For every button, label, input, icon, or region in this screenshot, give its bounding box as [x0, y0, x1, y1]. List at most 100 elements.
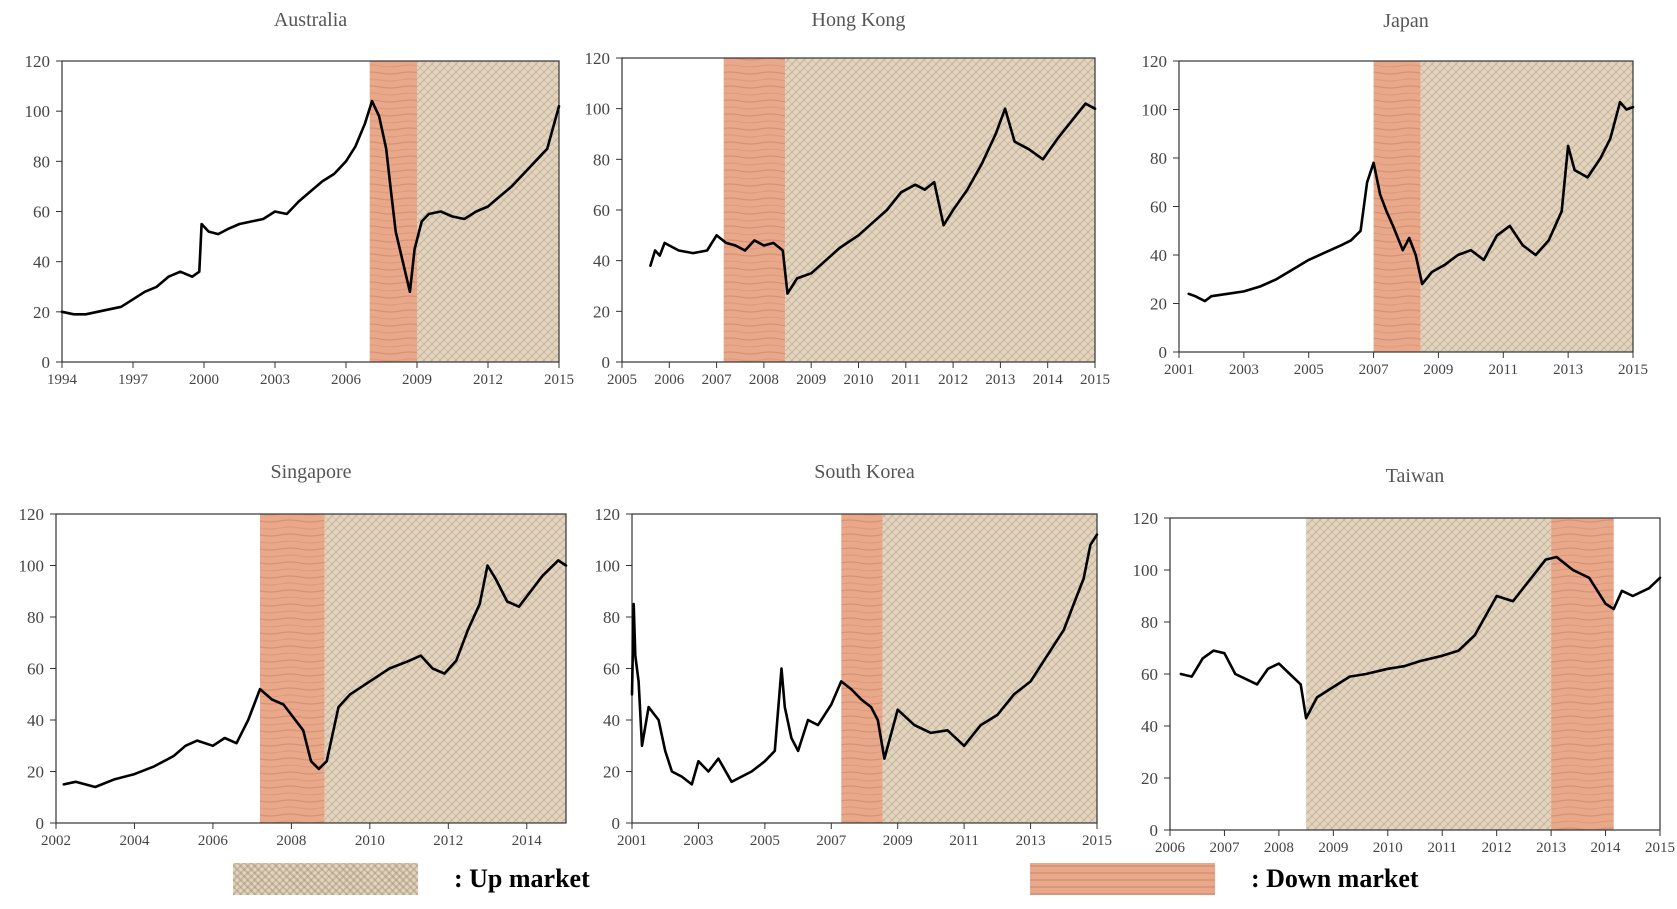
x-tick-label: 2006: [654, 372, 685, 388]
chart-title: Hong Kong: [812, 9, 906, 31]
y-tick-label: 100: [585, 100, 611, 119]
series-line: [62, 559, 568, 789]
x-tick-label: 2009: [883, 833, 913, 849]
up-market-region: [882, 514, 1097, 823]
down-market-region: [841, 514, 883, 823]
down-market-swatch: [1030, 863, 1215, 895]
y-tick-label: 120: [19, 505, 45, 524]
y-tick-label: 100: [595, 557, 621, 576]
y-tick-label: 40: [1141, 717, 1158, 736]
y-tick-label: 120: [1142, 52, 1168, 71]
y-tick-label: 80: [593, 150, 610, 169]
x-tick-label: 2008: [749, 372, 779, 388]
x-tick-label: 2010: [355, 833, 385, 849]
x-tick-label: 2009: [796, 372, 826, 388]
up-market-region: [324, 514, 566, 823]
x-tick-label: 2014: [1033, 372, 1064, 388]
x-tick-label: 2005: [1294, 362, 1324, 378]
y-tick-label: 40: [603, 711, 620, 730]
down-market-region: [1373, 61, 1421, 352]
x-tick-label: 2004: [119, 833, 150, 849]
y-tick-label: 0: [1150, 821, 1159, 840]
y-tick-label: 20: [593, 302, 610, 321]
x-tick-label: 2014: [1591, 840, 1622, 856]
x-tick-label: 2008: [276, 833, 306, 849]
y-tick-label: 120: [25, 52, 51, 71]
x-tick-label: 2015: [1645, 840, 1675, 856]
y-tick-label: 20: [1141, 769, 1158, 788]
x-tick-label: 2007: [1359, 362, 1390, 378]
y-tick-label: 80: [1141, 613, 1158, 632]
series-line: [1187, 100, 1635, 303]
x-tick-label: 2013: [1553, 362, 1583, 378]
y-tick-label: 120: [585, 49, 611, 68]
x-tick-label: 2015: [1618, 362, 1648, 378]
x-tick-label: 2012: [433, 833, 463, 849]
x-tick-label: 2013: [1536, 840, 1566, 856]
x-tick-label: 2011: [1489, 362, 1518, 378]
x-tick-label: 2009: [402, 372, 432, 388]
x-tick-label: 2002: [41, 833, 71, 849]
y-tick-label: 40: [593, 252, 610, 271]
series-line: [630, 533, 1099, 786]
x-tick-label: 2012: [938, 372, 968, 388]
x-tick-label: 2009: [1318, 840, 1348, 856]
y-tick-label: 60: [33, 203, 50, 222]
x-tick-label: 2013: [1016, 833, 1046, 849]
x-tick-label: 2015: [544, 372, 574, 388]
y-tick-label: 60: [603, 660, 620, 679]
series-line: [1179, 555, 1662, 720]
y-tick-label: 0: [36, 814, 45, 833]
down-market-region: [723, 58, 786, 362]
x-tick-label: 2001: [617, 833, 647, 849]
x-tick-label: 2011: [891, 372, 920, 388]
x-tick-label: 2010: [1373, 840, 1403, 856]
legend-down-market: : Down market: [1030, 862, 1419, 896]
down-market-region: [260, 514, 325, 823]
up-market-swatch: [233, 863, 418, 895]
x-tick-label: 2006: [1155, 840, 1186, 856]
x-tick-label: 2007: [1209, 840, 1240, 856]
down-market-region: [1551, 518, 1614, 830]
y-tick-label: 0: [602, 353, 611, 372]
x-tick-label: 2007: [816, 833, 847, 849]
series-line: [60, 99, 561, 316]
y-tick-label: 40: [33, 253, 50, 272]
y-tick-label: 80: [27, 608, 44, 627]
y-tick-label: 60: [1150, 198, 1167, 217]
y-tick-label: 120: [595, 505, 621, 524]
y-tick-label: 60: [1141, 665, 1158, 684]
x-tick-label: 2003: [1229, 362, 1259, 378]
chart-4: South Korea 0 20 40 60 80 100 120 2001 2003 2005 20…: [595, 461, 1113, 849]
y-tick-label: 0: [42, 353, 51, 372]
x-tick-label: 2012: [473, 372, 503, 388]
x-tick-label: 2010: [844, 372, 874, 388]
x-tick-label: 2005: [750, 833, 780, 849]
x-tick-label: 2011: [1427, 840, 1456, 856]
chart-title: South Korea: [814, 461, 915, 483]
y-tick-label: 60: [593, 201, 610, 220]
y-tick-label: 120: [1133, 509, 1159, 528]
down-market-label: : Down market: [1251, 864, 1419, 893]
x-tick-label: 2014: [512, 833, 543, 849]
x-tick-label: 2006: [198, 833, 229, 849]
y-tick-label: 0: [1159, 343, 1168, 362]
y-tick-label: 100: [25, 102, 51, 121]
x-tick-label: 2015: [1082, 833, 1112, 849]
x-tick-label: 2009: [1423, 362, 1453, 378]
x-tick-label: 2013: [985, 372, 1015, 388]
chart-1: Hong Kong 0 20 40 60 80 100 120 2005 2006 2007 2008…: [585, 9, 1111, 388]
y-tick-label: 40: [27, 711, 44, 730]
y-tick-label: 60: [27, 660, 44, 679]
chart-title: Australia: [274, 9, 347, 31]
up-market-region: [1306, 518, 1552, 830]
legend-up-market: : Up market: [233, 862, 590, 896]
y-tick-label: 0: [612, 814, 621, 833]
y-tick-label: 100: [19, 557, 45, 576]
y-tick-label: 100: [1142, 101, 1168, 120]
x-tick-label: 1997: [118, 372, 149, 388]
x-tick-label: 2007: [702, 372, 733, 388]
y-tick-label: 20: [27, 763, 44, 782]
